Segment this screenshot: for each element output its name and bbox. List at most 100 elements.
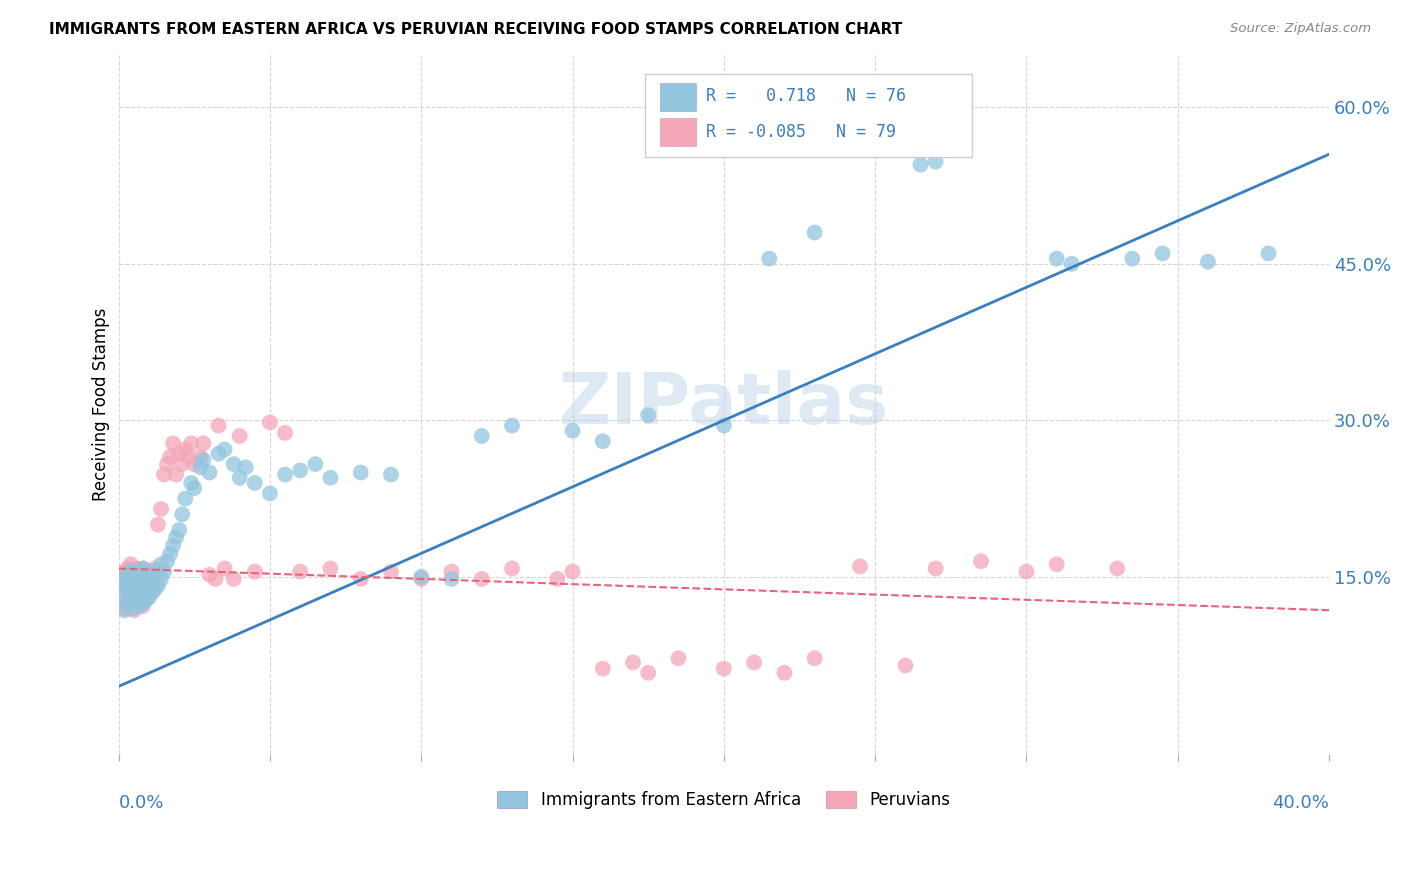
Point xyxy=(1197,254,1219,268)
Point xyxy=(304,457,326,471)
Point xyxy=(803,651,825,665)
Text: 0.0%: 0.0% xyxy=(118,794,165,812)
Point xyxy=(592,434,614,449)
Point xyxy=(910,158,932,172)
Point xyxy=(713,662,735,676)
Point xyxy=(471,429,494,443)
Point xyxy=(114,603,136,617)
Point xyxy=(214,442,236,457)
Point xyxy=(894,658,917,673)
Point xyxy=(803,226,825,240)
Point xyxy=(713,418,735,433)
Point xyxy=(153,467,176,482)
Point xyxy=(350,572,373,586)
Point xyxy=(180,436,202,450)
Point xyxy=(1046,252,1069,266)
Point xyxy=(156,457,179,471)
Point xyxy=(122,570,145,584)
Point xyxy=(172,457,194,471)
Point xyxy=(235,460,257,475)
Point xyxy=(128,599,150,613)
Point xyxy=(135,575,157,590)
Point xyxy=(150,502,173,516)
Point xyxy=(114,580,136,594)
Point xyxy=(138,567,160,582)
Point xyxy=(117,561,139,575)
Point xyxy=(117,567,139,582)
Point xyxy=(773,665,796,680)
Point xyxy=(742,656,765,670)
Point xyxy=(411,572,433,586)
Point xyxy=(274,425,297,440)
Point xyxy=(637,665,659,680)
Point xyxy=(1046,558,1069,572)
Point xyxy=(380,565,402,579)
Point xyxy=(637,408,659,422)
Point xyxy=(561,565,583,579)
Point xyxy=(111,572,134,586)
Point xyxy=(146,578,169,592)
Point xyxy=(1152,246,1174,260)
Point xyxy=(243,475,266,490)
Point xyxy=(153,565,176,579)
Point xyxy=(111,572,134,586)
Point xyxy=(501,418,523,433)
Point xyxy=(350,466,373,480)
Point xyxy=(117,596,139,610)
Point xyxy=(111,591,134,605)
Point xyxy=(120,558,142,572)
Point xyxy=(135,575,157,590)
Point xyxy=(120,575,142,590)
Point xyxy=(159,547,181,561)
Point xyxy=(128,572,150,586)
Point xyxy=(167,447,190,461)
Point xyxy=(204,572,226,586)
Point xyxy=(380,467,402,482)
Point xyxy=(174,491,197,506)
Point xyxy=(501,561,523,575)
FancyBboxPatch shape xyxy=(659,118,696,146)
Point xyxy=(141,565,163,579)
Point xyxy=(132,580,155,594)
Point xyxy=(120,578,142,592)
Point xyxy=(132,580,155,594)
Point xyxy=(274,467,297,482)
Point xyxy=(132,596,155,610)
Point xyxy=(114,580,136,594)
FancyBboxPatch shape xyxy=(659,83,696,112)
Point xyxy=(440,565,463,579)
Point xyxy=(1015,565,1038,579)
Point xyxy=(228,471,250,485)
Text: R =   0.718   N = 76: R = 0.718 N = 76 xyxy=(706,87,905,104)
Point xyxy=(135,592,157,607)
Point xyxy=(141,582,163,597)
Point xyxy=(141,567,163,582)
Point xyxy=(411,570,433,584)
Point xyxy=(128,591,150,605)
Point xyxy=(849,559,872,574)
Point xyxy=(183,457,205,471)
Point xyxy=(193,436,215,450)
Point xyxy=(122,601,145,615)
Point xyxy=(970,554,993,568)
Text: 40.0%: 40.0% xyxy=(1272,794,1329,812)
Point xyxy=(165,467,187,482)
Point xyxy=(1121,252,1143,266)
Point xyxy=(122,565,145,579)
Point xyxy=(125,591,148,605)
Point xyxy=(924,561,946,575)
Point xyxy=(172,507,194,521)
Point xyxy=(319,471,342,485)
Point xyxy=(207,447,229,461)
Point xyxy=(167,523,190,537)
Point xyxy=(138,585,160,599)
Point xyxy=(924,154,946,169)
Point xyxy=(228,429,250,443)
Point xyxy=(143,561,166,575)
Point xyxy=(122,582,145,597)
Point xyxy=(259,416,281,430)
Point xyxy=(214,561,236,575)
Text: IMMIGRANTS FROM EASTERN AFRICA VS PERUVIAN RECEIVING FOOD STAMPS CORRELATION CHA: IMMIGRANTS FROM EASTERN AFRICA VS PERUVI… xyxy=(49,22,903,37)
Point xyxy=(190,460,212,475)
Point xyxy=(150,572,173,586)
